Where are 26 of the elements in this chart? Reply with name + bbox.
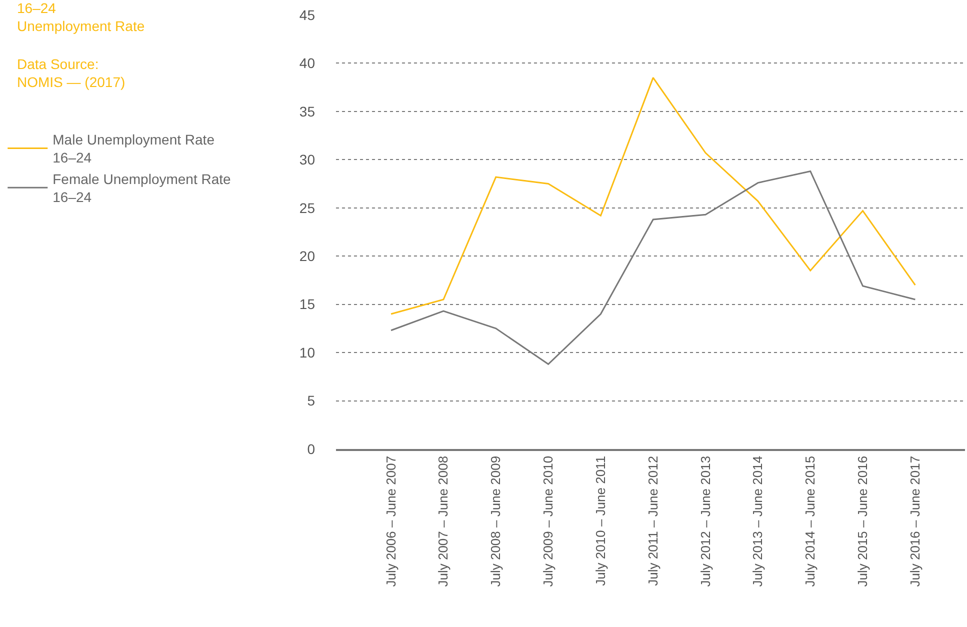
- y-tick-label: 5: [307, 392, 316, 409]
- x-tick-label: July 2013 – June 2014: [750, 456, 766, 587]
- x-tick-label: July 2014 – June 2015: [802, 456, 818, 587]
- y-tick-label: 0: [307, 440, 316, 457]
- x-tick-label: July 2012 – June 2013: [698, 456, 713, 587]
- y-tick-label: 30: [299, 152, 316, 168]
- x-tick-label: July 2006 – June 2007: [383, 456, 398, 587]
- y-tick-label: 20: [299, 248, 316, 264]
- y-tick-label: 35: [299, 103, 316, 120]
- x-tick-label: July 2009 – June 2010: [540, 456, 556, 587]
- y-tick-label: 25: [299, 200, 316, 216]
- y-tick-label: 40: [299, 55, 316, 72]
- line-series: [390, 76, 916, 315]
- text: 16–24 Unemployment Rate: [17, 0, 145, 34]
- legend-label: Male Unemployment Rate 16–24: [52, 132, 215, 166]
- x-tick-label: July 2015 – June 2016: [855, 456, 870, 587]
- x-tick-label: July 2011 – June 2012: [645, 456, 660, 586]
- y-tick-label: 10: [299, 344, 316, 360]
- x-tick-label: July 2008 – June 2009: [488, 456, 504, 587]
- legend-label: Female Unemployment Rate 16–24: [52, 170, 232, 206]
- x-tick-label: July 2010 – June 2011: [592, 456, 608, 586]
- y-tick-label: 45: [299, 6, 316, 23]
- y-tick-label: 15: [299, 296, 316, 312]
- x-tick-label: July 2016 – June 2017: [907, 456, 922, 587]
- source-note: Data Source: NOMIS — (2017): [17, 56, 126, 90]
- x-tick-label: July 2007 – June 2008: [436, 456, 451, 587]
